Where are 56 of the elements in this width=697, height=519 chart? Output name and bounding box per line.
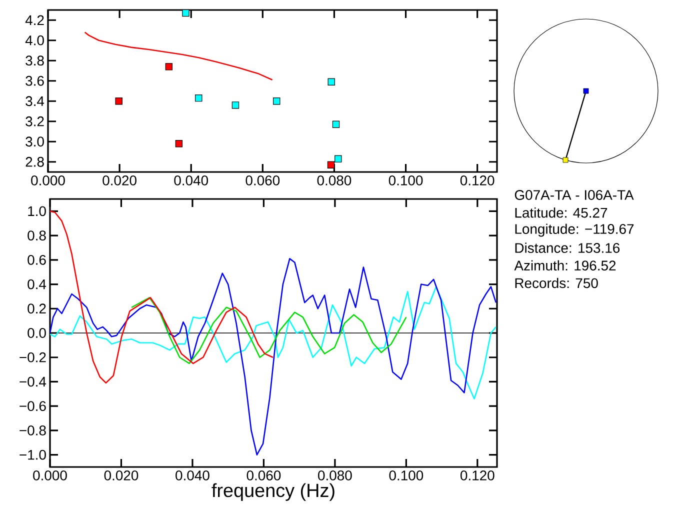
point [175,140,183,148]
y-tick-label: 1.0 [28,206,46,216]
x-tick-label: 0.080 [317,176,352,186]
x-tick-label: 0.120 [460,470,494,480]
x-tick-label: 0.100 [389,470,424,480]
y-tick-label: 0.4 [28,279,46,290]
x-tick-label: 0.040 [174,176,208,186]
point [232,102,240,109]
y-tick-label: −0.2 [20,352,46,362]
line-series [130,297,407,364]
y-tick-label: −0.8 [20,426,46,436]
x-tick-label: 0.120 [460,176,494,186]
point [195,94,202,102]
text: Distance: 153.16 [515,242,620,253]
y-tick-label: −0.6 [20,401,46,412]
y-tick-label: 2.8 [26,156,44,167]
y-tick-label: 0.2 [28,304,46,314]
text: Azimuth: 196.52 [514,260,616,271]
y-tick-label: 0.8 [28,230,46,240]
y-tick-label: 3.0 [26,136,44,147]
y-tick-label: 3.8 [26,56,44,66]
point [328,78,335,86]
y-tick-label: 4.0 [25,35,44,46]
point [115,98,122,105]
line-series [84,32,273,81]
text: Records: 750 [515,278,598,288]
y-tick-label: −0.4 [20,376,46,387]
x-tick-label: 0.040 [176,470,210,480]
x-tick-label: 0.060 [246,176,280,186]
point [334,155,342,162]
x-axis-title: frequency (Hz) [212,483,334,501]
x-tick-label: 0.020 [102,176,136,186]
line-series [50,286,497,400]
x-tick-label: 0.000 [31,176,65,186]
line-series [50,258,497,456]
line-series [50,210,274,384]
text: Longitude: −119.67 [515,224,634,237]
point [332,120,340,128]
y-tick-label: 0.0 [28,328,46,338]
text: Latitude: 45.27 [515,207,608,218]
y-tick-label: 3.4 [26,96,44,106]
point [327,161,335,169]
x-tick-label: 0.020 [104,470,138,480]
text: G07A-TA - I06A-TA [514,190,634,200]
y-tick-label: 3.2 [26,116,44,126]
x-tick-label: 0.000 [33,470,67,480]
y-tick-label: −1.0 [20,450,46,460]
point [182,9,190,17]
x-tick-label: 0.060 [246,470,281,480]
point [165,63,173,70]
x-tick-label: 0.100 [388,176,423,186]
x-tick-label: 0.080 [318,470,352,480]
y-tick-label: 3.6 [26,76,44,86]
point [273,98,280,105]
y-tick-label: 0.6 [28,254,46,265]
y-tick-label: 4.2 [25,15,44,25]
